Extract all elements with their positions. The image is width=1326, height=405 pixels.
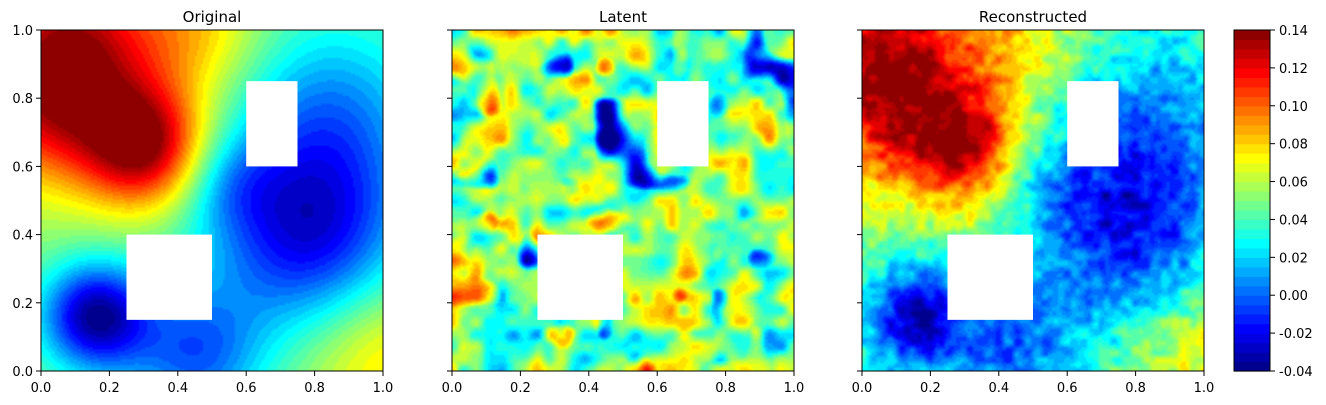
x-tick-label: 1.0 [784,381,805,396]
x-tick-label: 0.0 [442,381,463,396]
colorbar-band [1234,209,1270,221]
y-tick-label: 0.4 [12,229,33,244]
y-tick-label: 0.0 [12,365,33,380]
x-tick-label: 0.0 [31,381,52,396]
axes-frame [40,29,384,372]
panel-title: Latent [599,8,647,26]
x-tick-label: 0.6 [647,381,668,396]
x-tick-label: 0.2 [510,381,531,396]
colorbar-band [1234,77,1270,88]
masked-region-2 [246,81,298,167]
masked-region-1 [947,234,1033,320]
colorbar-tick-label: -0.04 [1279,365,1313,380]
colorbar-band [1234,219,1270,230]
colorbar-band [1234,115,1270,126]
colorbar-band [1234,285,1270,296]
colorbar-band [1234,134,1270,145]
colorbar-band [1234,67,1270,78]
colorbar-band [1234,191,1270,202]
y-tick-label: 1.0 [12,24,33,39]
colorbar-tick-label: 0.14 [1279,24,1308,39]
colorbar-band [1234,276,1270,287]
x-tick-label: 0.2 [99,381,120,396]
colorbar: 0.14 0.12 0.10 0.08 0.06 0.04 0.02 0.00 -0.02 -0.… [1233,24,1313,380]
colorbar-band [1234,96,1270,107]
y-tick-label: 0.2 [12,297,33,312]
masked-region-2 [1067,81,1119,167]
masked-region-1 [126,234,212,320]
panels: Original 0.0 0.2 0.4 0.6 0.8 1.0 0.0 0.2 0.4 0.6 0.… [12,8,1214,396]
colorbar-tick-label: 0.08 [1279,138,1308,153]
colorbar-tick-label: 0.12 [1279,62,1308,77]
colorbar-band [1234,238,1270,249]
x-tick-label: 0.4 [578,381,599,396]
colorbar-band [1234,266,1270,277]
colorbar-tick-label: -0.02 [1279,327,1313,342]
masked-region-2 [657,81,709,167]
x-tick-label: 1.0 [373,381,394,396]
colorbar-tick-label: 0.04 [1279,213,1308,228]
colorbar-band [1234,30,1270,41]
axes-frame [451,29,795,372]
colorbar-tick-label: 0.06 [1279,176,1308,191]
colorbar-band [1234,172,1270,183]
panel-title: Original [183,8,242,26]
colorbar-band [1234,143,1270,154]
y-tick-label: 0.8 [12,92,33,107]
x-tick-label: 0.8 [1125,381,1146,396]
colorbar-band [1234,247,1270,258]
colorbar-tick-label: 0.02 [1279,251,1308,266]
axes-frame [861,29,1205,372]
colorbar-band [1234,86,1270,97]
x-tick-label: 0.6 [1057,381,1078,396]
panel-latent: Latent 0.0 0.2 0.4 0.6 0.8 1.0 [442,8,805,396]
colorbar-band [1234,304,1270,315]
colorbar-band [1234,124,1270,135]
panel-reconstructed: Reconstructed 0.0 0.2 0.4 0.6 0.8 1.0 [852,8,1215,396]
colorbar-band [1234,181,1270,192]
x-tick-label: 0.6 [236,381,257,396]
colorbar-band [1234,228,1270,239]
x-tick-label: 0.8 [304,381,325,396]
panel-title: Reconstructed [979,8,1087,26]
masked-region-1 [537,234,623,320]
x-tick-label: 0.0 [852,381,873,396]
colorbar-band [1234,352,1270,363]
x-tick-label: 0.8 [715,381,736,396]
colorbar-band [1234,333,1270,344]
colorbar-band [1234,314,1270,325]
colorbar-band [1234,200,1270,211]
colorbar-band [1234,342,1270,353]
x-tick-label: 0.4 [167,381,188,396]
colorbar-band [1234,39,1270,50]
x-tick-label: 1.0 [1194,381,1215,396]
y-tick-label: 0.6 [12,160,33,175]
x-tick-label: 0.4 [988,381,1009,396]
colorbar-band [1234,105,1270,116]
colorbar-band [1234,48,1270,60]
colorbar-band [1234,361,1270,372]
panel-original: Original 0.0 0.2 0.4 0.6 0.8 1.0 0.0 0.2 0.4 0.6 0.… [12,8,393,396]
colorbar-band [1234,58,1270,69]
colorbar-band [1234,295,1270,306]
colorbar-tick-label: 0.00 [1279,289,1308,304]
colorbar-band [1234,323,1270,334]
colorbar-frame [1233,29,1271,372]
colorbar-band [1234,162,1270,173]
colorbar-band [1234,257,1270,268]
colorbar-tick-label: 0.10 [1279,100,1308,115]
x-tick-label: 0.2 [920,381,941,396]
colorbar-band [1234,153,1270,164]
